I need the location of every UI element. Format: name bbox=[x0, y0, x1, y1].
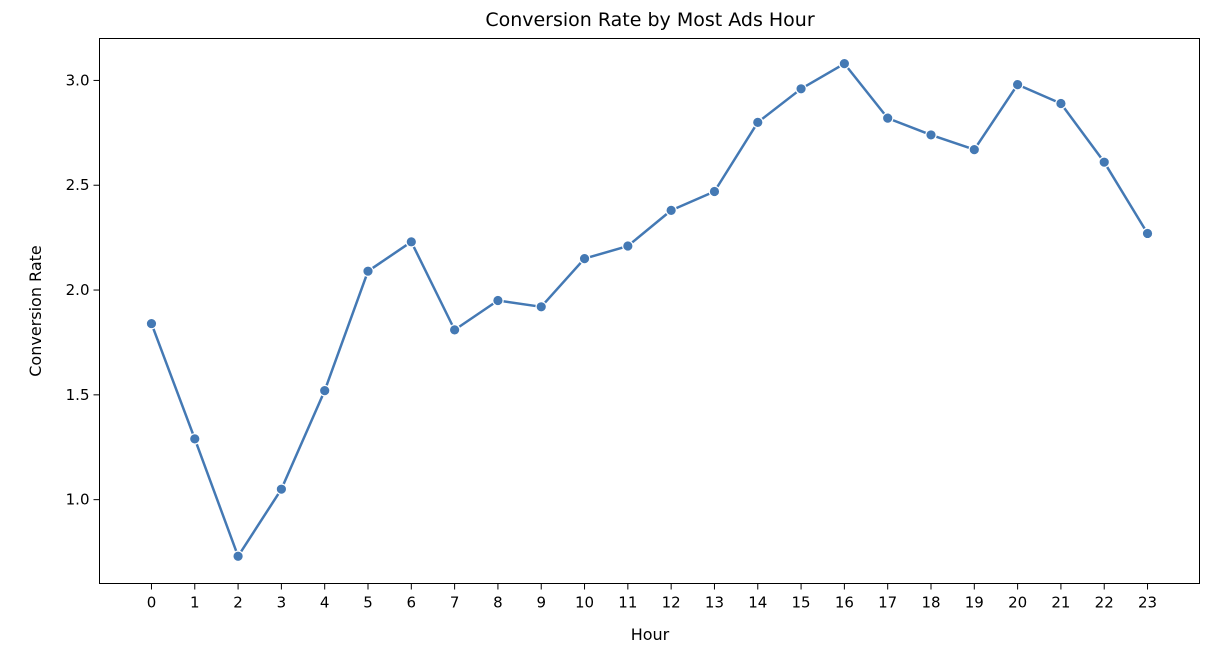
y-axis: 1.0 1.5 2.0 2.5 3.0 bbox=[66, 71, 100, 509]
x-tick-label: 12 bbox=[662, 594, 681, 612]
data-point bbox=[448, 324, 461, 336]
data-point bbox=[362, 265, 374, 277]
y-tick-label: 2.0 bbox=[66, 281, 90, 299]
x-tick-label: 21 bbox=[1051, 594, 1070, 612]
y-tick-label: 2.5 bbox=[66, 176, 90, 194]
x-tick-label: 1 bbox=[190, 594, 200, 612]
data-point bbox=[578, 252, 591, 265]
y-axis-label: Conversion Rate bbox=[26, 245, 45, 376]
data-point bbox=[318, 384, 331, 397]
data-point bbox=[968, 143, 981, 156]
x-tick-label: 8 bbox=[493, 594, 503, 612]
data-point bbox=[188, 433, 201, 445]
data-point bbox=[622, 240, 634, 252]
x-tick-label: 15 bbox=[792, 594, 811, 612]
series-layer bbox=[145, 57, 1154, 563]
data-point bbox=[1011, 78, 1024, 91]
x-tick-label: 22 bbox=[1095, 594, 1114, 612]
x-axis: 0 1 2 3 4 5 6 7 8 9 10 11 12 13 14 15 16 17 18 19 20 21 22 23 bbox=[147, 583, 1157, 612]
data-point bbox=[1055, 97, 1067, 110]
data-point bbox=[925, 129, 937, 141]
data-point bbox=[708, 185, 721, 198]
x-tick-label: 11 bbox=[618, 594, 637, 612]
data-point bbox=[1098, 156, 1111, 168]
data-point bbox=[881, 112, 894, 124]
x-tick-label: 5 bbox=[363, 594, 373, 612]
series-line bbox=[150, 62, 1149, 558]
data-point bbox=[795, 83, 807, 95]
chart-title: Conversion Rate by Most Ads Hour bbox=[485, 9, 815, 31]
data-point bbox=[1141, 227, 1154, 240]
data-point bbox=[405, 236, 418, 248]
x-tick-label: 7 bbox=[450, 594, 460, 612]
y-tick-label: 1.5 bbox=[66, 386, 90, 404]
plot-frame bbox=[99, 38, 1200, 584]
data-point bbox=[145, 317, 158, 330]
x-tick-label: 13 bbox=[705, 594, 724, 612]
data-point bbox=[535, 301, 548, 313]
x-tick-label: 17 bbox=[878, 594, 897, 612]
y-tick-label: 1.0 bbox=[66, 491, 90, 509]
x-tick-label: 19 bbox=[965, 594, 984, 612]
x-tick-label: 2 bbox=[233, 594, 243, 612]
x-tick-label: 10 bbox=[575, 594, 594, 612]
x-tick-label: 6 bbox=[407, 594, 417, 612]
x-tick-label: 3 bbox=[277, 594, 287, 612]
x-axis-label: Hour bbox=[631, 625, 670, 644]
data-point bbox=[665, 204, 677, 217]
x-tick-label: 18 bbox=[921, 594, 940, 612]
x-tick-label: 9 bbox=[536, 594, 546, 612]
x-tick-label: 14 bbox=[748, 594, 767, 612]
data-point bbox=[838, 57, 851, 70]
data-point bbox=[275, 483, 288, 495]
y-tick-label: 3.0 bbox=[66, 71, 90, 89]
x-tick-label: 20 bbox=[1008, 594, 1027, 612]
data-point bbox=[492, 294, 504, 307]
data-point bbox=[751, 116, 764, 129]
x-tick-label: 0 bbox=[147, 594, 157, 612]
x-tick-label: 4 bbox=[320, 594, 330, 612]
data-point bbox=[232, 550, 244, 563]
x-tick-label: 16 bbox=[835, 594, 854, 612]
x-tick-label: 23 bbox=[1138, 594, 1157, 612]
